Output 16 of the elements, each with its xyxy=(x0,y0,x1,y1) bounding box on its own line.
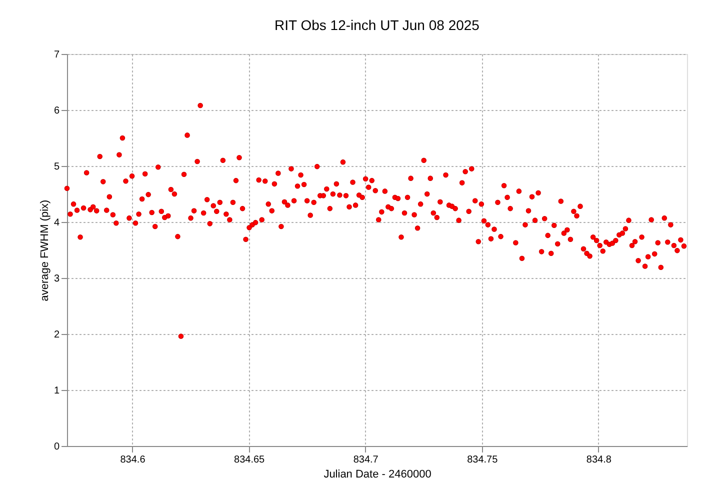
y-tick-label: 4 xyxy=(54,218,60,228)
x-axis-title: Julian Date - 2460000 xyxy=(324,468,432,480)
y-tick-label: 5 xyxy=(54,162,60,172)
y-tick-label: 1 xyxy=(54,386,60,396)
y-tick-label: 2 xyxy=(54,330,60,340)
y-tick-label: 3 xyxy=(54,274,60,284)
chart-title: RIT Obs 12-inch UT Jun 08 2025 xyxy=(274,17,480,33)
x-tick-label: 834.65 xyxy=(234,454,266,466)
y-tick-label: 7 xyxy=(54,50,60,60)
x-tick-label: 834.6 xyxy=(120,454,146,466)
x-tick-label: 834.75 xyxy=(467,454,498,466)
x-tick-label: 834.8 xyxy=(586,454,612,466)
y-tick-label: 0 xyxy=(54,442,60,452)
x-tick-label: 834.7 xyxy=(353,454,379,466)
y-tick-label: 6 xyxy=(54,106,60,116)
y-axis-title: average FWHM (pix) xyxy=(38,200,51,302)
